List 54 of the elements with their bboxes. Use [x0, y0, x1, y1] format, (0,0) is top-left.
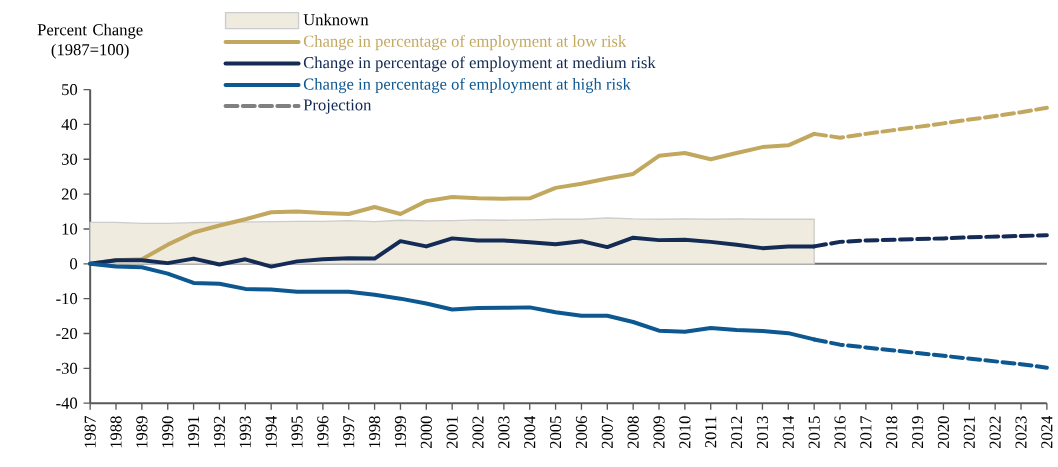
x-tick-label: 2014	[782, 415, 794, 449]
y-tick-label: -20	[56, 327, 78, 340]
x-tick-label: 1991	[188, 416, 200, 448]
x-tick-label: 1988	[110, 416, 122, 448]
y-tick-label: 30	[61, 153, 78, 165]
x-tick-label: 1999	[394, 416, 407, 448]
x-tick-label: 2022	[989, 416, 1001, 449]
x-tick-label: 2018	[886, 416, 898, 449]
x-tick-label: 2015	[808, 416, 820, 449]
x-tick-label: 2013	[756, 416, 769, 449]
x-tick-label: 2004	[524, 415, 536, 449]
x-tick-label: 1995	[291, 416, 303, 448]
x-tick-label: 2006	[575, 416, 588, 449]
x-tick-label: 2010	[679, 416, 691, 449]
x-tick-label: 1994	[265, 415, 277, 448]
legend-label: Change in percentage of employment at high risk	[303, 77, 631, 94]
legend-label: Change in percentage of employment at medium risk	[303, 56, 656, 72]
x-tick-label: 2003	[498, 416, 510, 449]
x-tick-label: 2008	[627, 416, 639, 449]
annotation: Projection	[303, 99, 372, 114]
x-tick-label: 1990	[162, 416, 174, 448]
x-tick-label: 2012	[730, 416, 743, 449]
x-tick-label: 2002	[472, 416, 484, 449]
x-tick-label: 2016	[834, 416, 846, 449]
legend-label: Change in percentage of employment at low risk	[303, 35, 627, 51]
y-tick-label: 0	[70, 258, 78, 270]
x-tick-label: 2019	[911, 416, 924, 449]
legend-label: Unknown	[303, 13, 369, 26]
x-tick-label: 1998	[368, 416, 381, 448]
x-tick-label: 2024	[1041, 415, 1053, 449]
y-tick-label: -30	[56, 362, 78, 374]
x-tick-label: 1989	[136, 416, 148, 448]
x-tick-label: 2020	[937, 416, 950, 449]
x-tick-label: 2023	[1015, 416, 1027, 449]
x-tick-label: 1987	[84, 416, 96, 448]
x-tick-label: 2000	[420, 416, 432, 449]
y-tick-label: -40	[56, 397, 78, 409]
x-tick-label: 2009	[653, 416, 665, 449]
x-tick-label: 1997	[343, 416, 355, 448]
x-tick-label: 2017	[860, 416, 872, 449]
y-tick-label: 10	[62, 223, 78, 235]
y-tick-label: 20	[61, 188, 78, 200]
x-tick-label: 1993	[239, 416, 251, 448]
x-tick-label: 1996	[317, 416, 329, 448]
x-tick-label: 2021	[963, 416, 975, 449]
y-axis-title: Percent Change (1987=100)	[37, 23, 143, 59]
x-tick-label: 2007	[601, 416, 613, 449]
x-tick-label: 1992	[213, 416, 226, 448]
x-tick-label: 2011	[705, 416, 717, 448]
y-tick-label: -10	[56, 293, 78, 305]
x-tick-label: 2001	[446, 416, 458, 449]
x-tick-label: 2005	[549, 416, 562, 449]
y-tick-label: 40	[61, 118, 78, 131]
y-tick-label: 50	[62, 84, 78, 96]
